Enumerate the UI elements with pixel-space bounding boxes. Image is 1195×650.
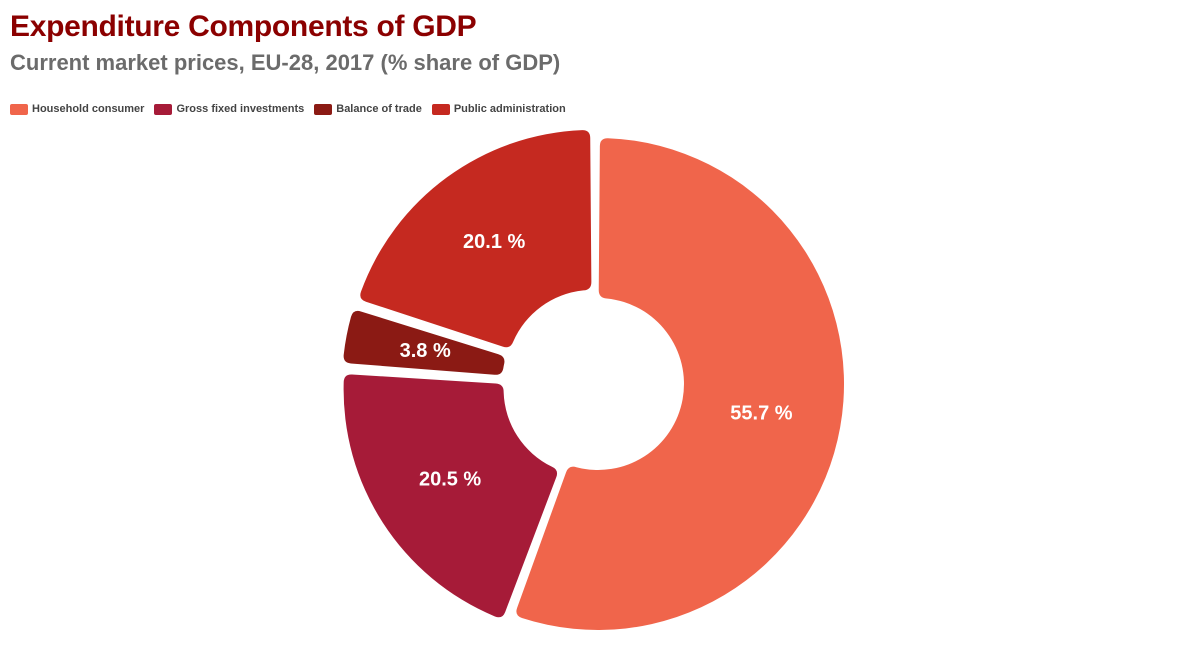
label-balance-of-trade: 3.8 % <box>400 340 451 362</box>
legend-label: Balance of trade <box>336 103 422 115</box>
legend: Household consumer Gross fixed investmen… <box>10 103 566 115</box>
label-household-consumer: 55.7 % <box>730 402 792 424</box>
legend-label: Gross fixed investments <box>176 103 305 115</box>
legend-swatch <box>431 103 450 115</box>
legend-item-balance-of-trade[interactable]: Balance of trade <box>314 103 422 115</box>
legend-swatch <box>314 103 333 115</box>
legend-item-gross-fixed-investments[interactable]: Gross fixed investments <box>154 103 304 115</box>
label-public-administration: 20.1 % <box>463 231 525 253</box>
chart-title: Expenditure Components of GDP <box>10 10 477 43</box>
legend-label: Public administration <box>453 103 566 115</box>
legend-swatch <box>10 103 28 115</box>
legend-label: Household consumer <box>32 103 145 115</box>
legend-item-household-consumer[interactable]: Household consumer <box>10 103 144 115</box>
slice-gross-fixed-investments[interactable] <box>343 374 558 618</box>
legend-swatch <box>154 103 173 115</box>
label-gross-fixed-investments: 20.5 % <box>419 468 481 490</box>
slice-household-consumer[interactable] <box>516 138 845 630</box>
legend-item-public-administration[interactable]: Public administration <box>431 103 566 115</box>
slice-balance-of-trade[interactable] <box>343 310 505 375</box>
chart-subtitle: Current market prices, EU-28, 2017 (% sh… <box>10 50 561 75</box>
slice-public-administration[interactable] <box>360 130 592 348</box>
